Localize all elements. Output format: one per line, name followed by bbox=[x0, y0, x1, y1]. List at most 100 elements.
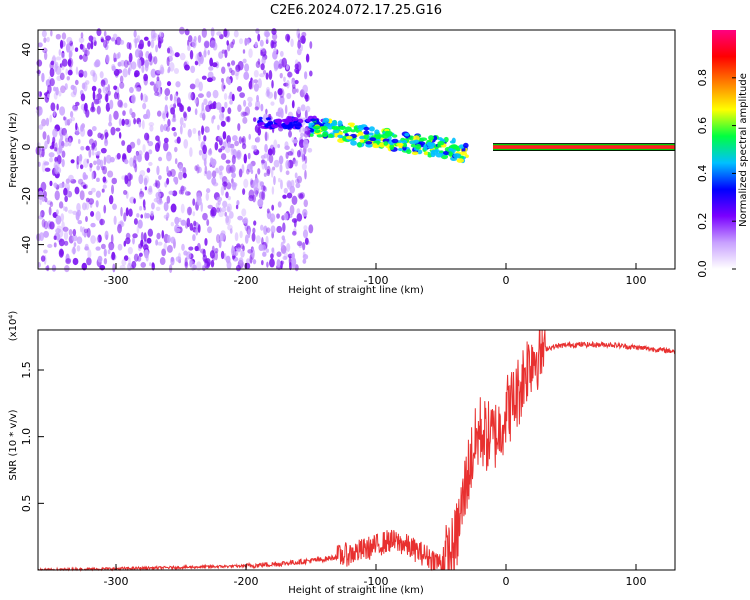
spectrogram-noise-mark bbox=[255, 235, 261, 244]
spectrogram-noise-mark bbox=[59, 249, 64, 256]
spectrogram-streak-mark bbox=[350, 140, 357, 146]
spectrogram-noise-mark bbox=[166, 56, 170, 67]
spectrogram-noise-mark bbox=[137, 219, 143, 229]
spectrogram-noise-mark bbox=[192, 234, 196, 242]
spectrogram-noise-mark bbox=[119, 39, 125, 45]
spectrogram-streak-mark bbox=[363, 134, 369, 140]
spectrogram-noise-mark bbox=[243, 99, 247, 107]
spectrogram-noise-mark bbox=[233, 30, 239, 38]
spectrogram-noise-mark bbox=[91, 85, 97, 92]
spectrogram-noise-mark bbox=[60, 85, 66, 94]
spectrogram-noise-mark bbox=[156, 110, 162, 117]
spectrogram-noise-mark bbox=[267, 148, 273, 156]
spectrogram-noise-mark bbox=[80, 145, 85, 151]
spectrogram-noise-mark bbox=[166, 195, 171, 204]
spectrogram-noise-mark bbox=[58, 49, 61, 56]
spectrogram-noise-mark bbox=[75, 66, 79, 76]
spectrogram-frame bbox=[37, 29, 676, 270]
spectrogram-noise-mark bbox=[59, 63, 63, 68]
spectrogram-noise-mark bbox=[87, 129, 93, 137]
spectrogram-noise-mark bbox=[204, 165, 208, 175]
spectrogram-noise-mark bbox=[279, 88, 285, 99]
spectrogram-noise-mark bbox=[157, 40, 162, 49]
spectrogram-noise-mark bbox=[107, 90, 112, 96]
spectrogram-noise-mark bbox=[182, 122, 186, 129]
spectrogram-noise-mark bbox=[74, 79, 79, 86]
spectrogram-noise-mark bbox=[262, 251, 267, 257]
spectrogram-noise-mark bbox=[170, 203, 177, 213]
spectrogram-streak-mark bbox=[456, 158, 464, 163]
spectrogram-noise-mark bbox=[270, 101, 275, 106]
spectrogram-noise-mark bbox=[47, 84, 52, 94]
spectrogram-noise-mark bbox=[68, 174, 74, 182]
spectrogram-noise-mark bbox=[279, 163, 283, 173]
spectrogram-noise-mark bbox=[206, 170, 212, 180]
y-tick-label: 1.0 bbox=[20, 428, 33, 446]
spectrogram-noise-mark bbox=[138, 150, 143, 157]
spectrogram-noise-mark bbox=[123, 212, 127, 222]
spectrogram-noise-mark bbox=[72, 85, 78, 96]
spectrogram-noise-mark bbox=[294, 178, 300, 184]
spectrogram-noise-mark bbox=[49, 221, 55, 230]
spectrogram-noise-mark bbox=[260, 224, 264, 231]
spectrogram-noise-mark bbox=[133, 253, 139, 262]
spectrogram-noise-mark bbox=[244, 262, 251, 270]
spectrogram-noise-mark bbox=[243, 217, 249, 226]
spectrogram-noise-mark bbox=[142, 244, 149, 251]
x-tick-label: -100 bbox=[364, 575, 389, 588]
spectrogram-noise-mark bbox=[90, 40, 94, 50]
spectrogram-noise-mark bbox=[55, 56, 62, 61]
spectrogram-noise-mark bbox=[121, 175, 126, 180]
spectrogram-noise-mark bbox=[303, 199, 308, 208]
spectrogram-streak-mark bbox=[368, 132, 374, 136]
spectrogram-noise-mark bbox=[259, 181, 265, 187]
spectrogram-noise-mark bbox=[137, 43, 144, 50]
spectrogram-noise-mark bbox=[97, 234, 102, 243]
spectrogram-noise-mark bbox=[178, 189, 183, 195]
spectrogram-streak-mark bbox=[310, 118, 317, 122]
spectrogram-noise-mark bbox=[261, 260, 264, 266]
spectrogram-noise-mark bbox=[78, 37, 85, 43]
spectrogram-noise-mark bbox=[156, 76, 160, 82]
spectrogram-noise-mark bbox=[151, 202, 155, 210]
spectrogram-noise-mark bbox=[286, 79, 290, 89]
spectrogram-noise-mark bbox=[103, 30, 107, 37]
spectrogram-noise-mark bbox=[46, 36, 50, 43]
spectrogram-noise-mark bbox=[99, 71, 104, 79]
colorbar: 0.0 0.2 0.4 0.6 0.8 Normalized spectral ampl… bbox=[696, 30, 749, 278]
spectrogram-noise-mark bbox=[79, 154, 83, 162]
spectrogram-noise-mark bbox=[284, 104, 288, 115]
spectrogram-noise-mark bbox=[97, 88, 102, 94]
spectrogram-noise-mark bbox=[272, 166, 276, 171]
spectrogram-noise-mark bbox=[228, 166, 234, 174]
spectrogram-noise-mark bbox=[209, 103, 216, 110]
spectrogram-noise-mark bbox=[197, 166, 202, 174]
spectrogram-streak-mark bbox=[316, 134, 324, 138]
spectrogram-noise-mark bbox=[68, 138, 72, 147]
spectrogram-noise-mark bbox=[64, 206, 68, 212]
spectrogram-noise-mark bbox=[45, 79, 51, 85]
spectrogram-noise-mark bbox=[107, 170, 114, 178]
spectrogram-noise-mark bbox=[112, 203, 117, 210]
spectrogram-noise-mark bbox=[296, 106, 301, 115]
spectrogram-streak-mark bbox=[312, 125, 321, 130]
spectrogram-streak-mark bbox=[309, 128, 315, 133]
spectrogram-noise-mark bbox=[216, 196, 223, 202]
spectrogram-noise-mark bbox=[58, 90, 62, 97]
spectrogram-streak-mark bbox=[415, 143, 422, 150]
spectrogram-noise-mark bbox=[194, 165, 198, 172]
spectrogram-noise-mark bbox=[196, 195, 202, 206]
spectrogram-noise-mark bbox=[288, 130, 292, 138]
spectrogram-noise-mark bbox=[50, 60, 55, 66]
spectrogram-streak-mark bbox=[423, 151, 428, 156]
spectrogram-noise-mark bbox=[96, 177, 100, 182]
spectrogram-noise-mark bbox=[179, 117, 184, 126]
spectrogram-streak-mark bbox=[308, 122, 315, 126]
spectrogram-noise-mark bbox=[79, 127, 86, 137]
spectrogram-noise-mark bbox=[232, 135, 238, 142]
spectrogram-noise-mark bbox=[236, 200, 240, 206]
spectrogram-noise-mark bbox=[79, 225, 83, 233]
spectrogram-noise-mark bbox=[253, 79, 259, 84]
spectrogram-noise-mark bbox=[51, 141, 55, 149]
spectrogram-noise-mark bbox=[49, 157, 53, 163]
